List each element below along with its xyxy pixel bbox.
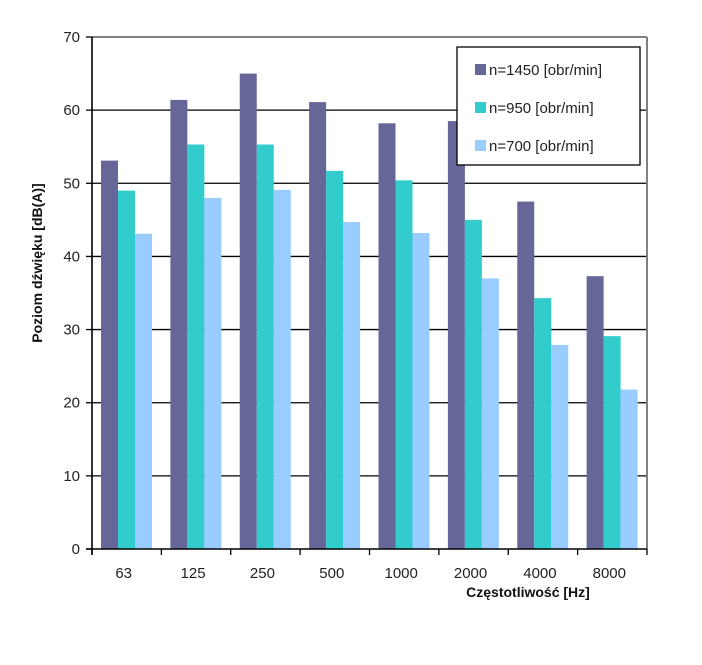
y-tick-label: 50 [63, 175, 80, 192]
bar-8000-series-1 [586, 276, 604, 549]
legend-box [456, 46, 641, 166]
x-tick-label: 500 [319, 565, 344, 582]
x-tick-label: 63 [115, 565, 132, 582]
bars [101, 73, 638, 550]
legend-label-2: n=950 [obr/min] [489, 100, 594, 117]
x-tick-label: 250 [250, 565, 275, 582]
bar-2000-series-2 [464, 219, 482, 549]
x-tick-label: 1000 [385, 565, 418, 582]
y-tick-label: 20 [63, 395, 80, 412]
y-tick-label: 0 [72, 541, 80, 558]
axes [86, 36, 648, 555]
bar-4000-series-2 [534, 298, 552, 549]
bar-63-series-3 [135, 233, 152, 550]
bar-63-series-1 [101, 160, 118, 549]
bar-1000-series-1 [378, 123, 396, 550]
legend-label-1: n=1450 [obr/min] [489, 62, 602, 79]
bar-2000-series-3 [481, 278, 499, 549]
y-tick-label: 30 [63, 322, 80, 339]
bar-250-series-3 [273, 189, 291, 549]
bar-2000-series-1 [447, 121, 465, 549]
bar-125-series-1 [170, 99, 188, 549]
bar-4000-series-3 [551, 344, 569, 549]
legend: n=1450 [obr/min] n=950 [obr/min] n=700 [ob… [456, 46, 641, 166]
y-axis-title: Poziom dźwięku [dB(A)] [29, 183, 45, 342]
y-tick-label: 10 [63, 468, 80, 485]
x-tick-labels: 63 125 250 500 1000 2000 4000 8000 [115, 565, 626, 582]
bar-500-series-2 [326, 170, 344, 549]
bar-125-series-2 [187, 144, 205, 549]
x-tick-label: 4000 [523, 565, 556, 582]
legend-swatch-2 [475, 102, 486, 113]
y-tick-label: 70 [63, 29, 80, 46]
y-tick-label: 40 [63, 248, 80, 265]
bar-8000-series-2 [603, 336, 621, 549]
bar-500-series-3 [343, 222, 361, 549]
legend-label-3: n=700 [obr/min] [489, 138, 594, 155]
bar-125-series-3 [204, 197, 222, 549]
x-tick-label: 125 [181, 565, 206, 582]
bar-4000-series-1 [517, 201, 535, 550]
y-tick-label: 60 [63, 102, 80, 119]
bar-250-series-1 [239, 73, 257, 550]
bar-63-series-2 [118, 190, 135, 549]
x-tick-label: 8000 [593, 565, 626, 582]
x-axis-title: Częstotliwość [Hz] [466, 584, 590, 600]
legend-swatch-3 [475, 140, 486, 151]
legend-swatch-1 [475, 64, 486, 75]
bar-8000-series-3 [620, 389, 638, 549]
bar-500-series-1 [309, 102, 327, 550]
bar-1000-series-2 [395, 180, 413, 550]
bar-250-series-2 [256, 144, 274, 549]
x-tick-label: 2000 [454, 565, 487, 582]
y-tick-labels: 0 10 20 30 40 50 60 70 [63, 29, 80, 558]
bar-1000-series-3 [412, 233, 430, 549]
